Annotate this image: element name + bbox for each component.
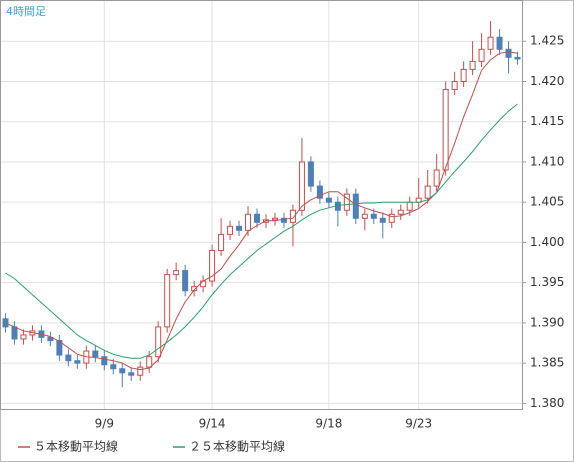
candle-body <box>496 36 503 50</box>
candle-body <box>361 213 368 219</box>
y-tick-label: 1.410 <box>530 154 564 168</box>
x-tick-label: 9/9 <box>95 417 114 431</box>
candle-body <box>370 213 377 219</box>
y-tick-label: 1.425 <box>530 34 564 48</box>
candle-body <box>191 286 198 292</box>
candle-body <box>164 274 171 328</box>
y-tick-label: 1.400 <box>530 235 564 249</box>
candle-body <box>505 48 512 58</box>
candle-body <box>11 326 18 340</box>
candle-body <box>343 193 350 211</box>
candle-body <box>2 318 9 328</box>
candle-body <box>65 354 72 362</box>
candle-body <box>514 56 521 60</box>
candle-body <box>209 249 216 282</box>
y-tick-label: 1.420 <box>530 74 564 88</box>
candle-body <box>56 340 63 356</box>
candle-body <box>307 161 314 187</box>
candle-body <box>92 350 99 358</box>
y-tick-label: 1.390 <box>530 315 564 329</box>
candle-body <box>352 193 359 219</box>
candle-body <box>316 185 323 199</box>
candle-body <box>227 225 234 235</box>
candle-body <box>406 201 413 211</box>
candle-body <box>397 209 404 215</box>
candle-body <box>289 209 296 223</box>
candle-body <box>388 213 395 223</box>
ma-line <box>5 51 518 371</box>
candle-body <box>128 372 135 376</box>
candle-body <box>379 217 386 223</box>
candle-body <box>478 48 485 62</box>
y-tick-label: 1.405 <box>530 195 564 209</box>
candle-body <box>451 80 458 91</box>
x-tick-label: 9/14 <box>199 417 226 431</box>
candle-body <box>74 360 81 364</box>
legend-label: ２５本移動平均線 <box>189 439 285 454</box>
candle-body <box>325 197 332 203</box>
candle-body <box>298 161 305 211</box>
y-tick-label: 1.380 <box>530 396 564 410</box>
candle-body <box>47 336 54 342</box>
y-tick-label: 1.395 <box>530 275 564 289</box>
x-tick-label: 9/23 <box>405 417 432 431</box>
candle-body <box>20 334 27 340</box>
ma-line <box>5 103 518 359</box>
candle-body <box>442 89 449 171</box>
candle-body <box>137 366 144 376</box>
y-tick-label: 1.385 <box>530 356 564 370</box>
candle-body <box>182 270 189 292</box>
candle-body <box>146 356 153 368</box>
x-tick-label: 9/18 <box>315 417 342 431</box>
candle-body <box>280 217 287 223</box>
chart-title: 4時間足 <box>6 5 46 18</box>
candle-body <box>218 233 225 251</box>
candle-body <box>424 185 431 199</box>
candle-body <box>460 68 467 82</box>
candle-body <box>236 225 243 231</box>
candle-body <box>469 60 476 70</box>
candle-body <box>173 270 180 276</box>
candle-body <box>254 213 261 223</box>
candle-body <box>155 326 162 358</box>
candle-body <box>433 169 440 187</box>
candle-body <box>119 368 126 374</box>
candle-body <box>200 280 207 288</box>
candle-body <box>487 36 494 50</box>
legend-label: ５本移動平均線 <box>34 439 118 454</box>
plot-area <box>0 0 523 410</box>
candle-body <box>245 213 252 231</box>
candle-body <box>271 217 278 221</box>
candle-body <box>110 364 117 370</box>
y-tick-label: 1.415 <box>530 114 564 128</box>
candle-body <box>101 356 108 366</box>
